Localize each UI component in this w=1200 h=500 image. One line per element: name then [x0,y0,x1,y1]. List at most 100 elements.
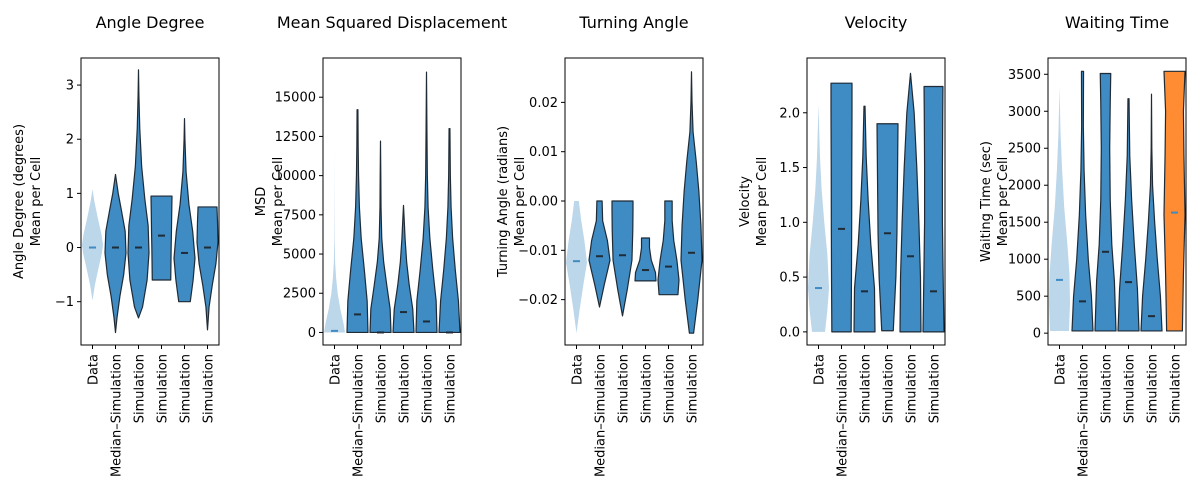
violin-body [369,140,392,334]
y-tick-label: 1 [66,187,74,202]
y-axis-label-line: Angle Degree (degrees) [12,124,27,279]
chart-title: Velocity [845,13,908,32]
x-tick-label: Simulation [375,354,390,423]
violin-body [173,118,196,303]
x-tick-label: Simulation [398,354,413,423]
x-tick-label: Simulation [928,354,943,423]
x-tick-label: Simulation [1100,354,1115,423]
violin-body [657,200,680,296]
x-tick-label: Simulation [905,354,920,423]
violin-body [127,69,150,319]
violin-body [1049,86,1070,331]
x-tick-label: Simulation [444,354,459,423]
axes-frame [80,57,220,346]
violin-body [1163,70,1186,332]
y-tick-label: 12500 [275,130,316,145]
chart-panel-1: Angle Degree Angle Degree (degrees) Mean p… [12,13,220,477]
chart-title: Waiting Time [1065,13,1169,32]
axes-frame [322,57,462,346]
x-tick-label: Data [571,354,586,385]
y-tick-label: 1500 [1008,216,1041,231]
chart-panel-3: Turning Angle Turning Angle (radians) Mean… [496,13,704,477]
violin-body [1117,98,1140,332]
y-tick-label: 5000 [283,248,316,263]
chart-panel-5: Waiting Time Waiting Time (sec) Mean per C… [979,13,1187,477]
violin-body [830,82,853,333]
chart-title: Turning Angle [578,13,688,32]
x-tick-label: Data [87,354,102,385]
x-tick-label: Median–Simulation [594,354,609,477]
y-tick-label: 2000 [1008,179,1041,194]
violin-body [680,71,703,334]
y-tick-label: −0.01 [518,244,558,259]
violin-body [1140,93,1163,332]
y-tick-label: 3000 [1008,105,1041,120]
violin-body [922,85,945,333]
y-tick-label: 2 [66,133,74,148]
axes-frame [564,57,704,346]
x-tick-label: Simulation [859,354,874,423]
x-tick-label: Simulation [156,354,171,423]
x-tick-label: Simulation [179,354,194,423]
y-axis-label-line: Mean per Cell [513,157,528,247]
y-tick-label: 10000 [275,169,316,184]
violin-body [899,72,922,333]
y-tick-label: 3 [66,79,74,94]
chart-title: Angle Degree [96,13,205,32]
y-tick-label: 7500 [283,208,316,223]
y-axis-label-line: Mean per Cell [996,157,1011,247]
chart-title: Mean Squared Displacement [277,13,507,32]
violin-body [876,123,899,332]
y-tick-label: 1000 [1008,253,1041,268]
y-tick-label: 0.02 [529,96,558,111]
x-tick-label: Simulation [133,354,148,423]
y-tick-label: 1.5 [779,161,800,176]
x-tick-label: Median–Simulation [110,354,125,477]
axes-frame [1047,57,1187,346]
y-tick-label: 500 [1016,290,1041,305]
y-tick-label: 2.0 [779,106,800,121]
violin-body [104,173,127,334]
violin-body [634,237,657,282]
y-axis-label-line: Mean per Cell [755,157,770,247]
x-tick-label: Simulation [663,354,678,423]
chart-panel-2: Mean Squared Displacement MSD Mean per Cel… [254,13,507,477]
y-tick-label: 0.5 [779,271,800,286]
x-tick-label: Simulation [882,354,897,423]
y-tick-label: 2500 [1008,142,1041,157]
y-tick-label: 0.0 [779,325,800,340]
violin-body [82,189,103,301]
violin-body [196,206,219,331]
violin-body [438,127,461,334]
y-tick-label: 0 [66,241,74,256]
violin-body [324,145,345,333]
y-axis-label-line: Turning Angle (radians) [496,126,511,278]
y-axis-label-line: Waiting Time (sec) [979,141,994,262]
y-tick-label: −0.02 [518,293,558,308]
violin-body [566,201,587,334]
violin-body [853,105,876,333]
x-tick-label: Median–Simulation [1077,354,1092,477]
axes-frame [806,57,946,346]
y-tick-label: 0.00 [529,195,558,210]
y-tick-label: 15000 [275,91,316,106]
x-tick-label: Simulation [421,354,436,423]
x-tick-label: Simulation [686,354,701,423]
y-tick-label: 3500 [1008,68,1041,83]
violin-body [808,104,829,332]
violin-body [415,71,438,334]
y-tick-label: 0 [308,326,316,341]
x-tick-label: Simulation [640,354,655,423]
x-tick-label: Simulation [1169,354,1184,423]
x-tick-label: Data [329,354,344,385]
x-tick-label: Simulation [1123,354,1138,423]
y-tick-label: −1 [55,295,74,310]
violin-body [346,109,369,334]
violin-body [150,195,173,281]
x-tick-label: Simulation [617,354,632,423]
violin-body [1071,70,1094,332]
x-tick-label: Data [1054,354,1069,385]
y-tick-label: 0 [1033,327,1041,342]
